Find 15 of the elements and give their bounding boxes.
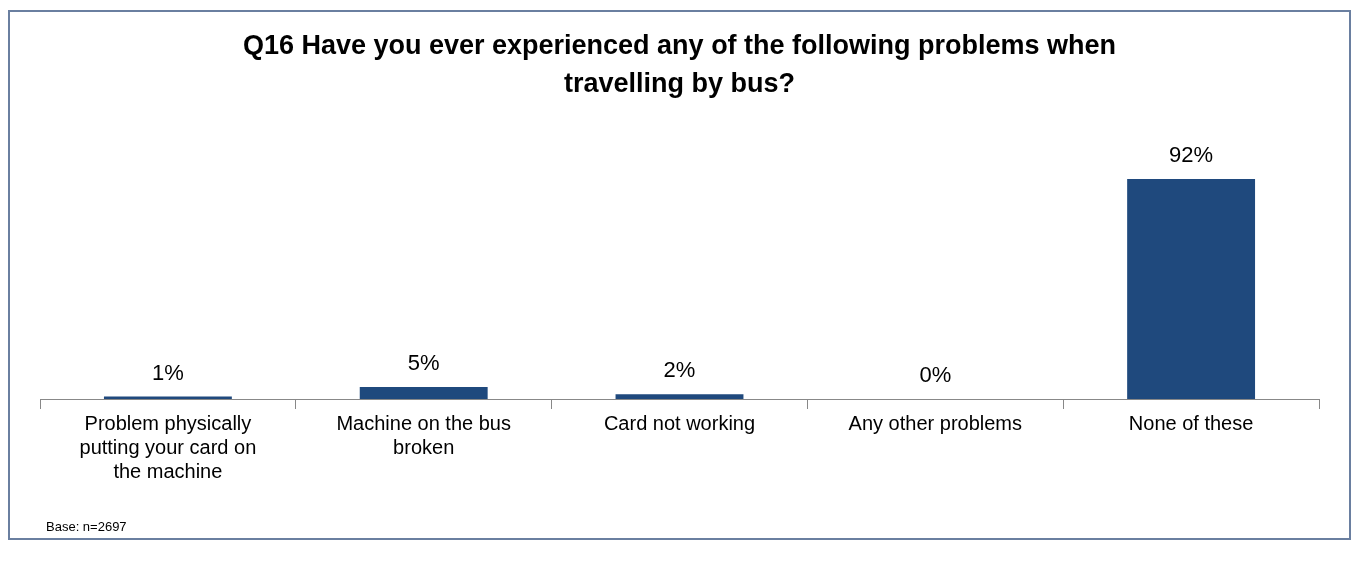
x-tick-label: Machine on the bus broken	[336, 411, 511, 458]
text: Base: n=2697	[46, 519, 127, 534]
bar	[359, 387, 488, 399]
bar	[1127, 178, 1256, 399]
x-tick-label: Problem physically putting your card on the machine	[79, 411, 257, 482]
data-label: 0%	[919, 362, 952, 388]
data-label: 5%	[407, 350, 440, 376]
data-label: 2%	[663, 357, 696, 383]
chart-title: Q16 Have you ever experienced any of the following problems when travelling by bus?	[241, 29, 1118, 100]
bar	[615, 394, 744, 399]
data-label: 92%	[1169, 142, 1214, 168]
x-tick-label: Card not working	[603, 411, 756, 434]
data-label: 1%	[152, 359, 184, 385]
x-tick-label: Any other problems	[848, 411, 1023, 434]
x-tick-label: None of these	[1128, 411, 1254, 434]
